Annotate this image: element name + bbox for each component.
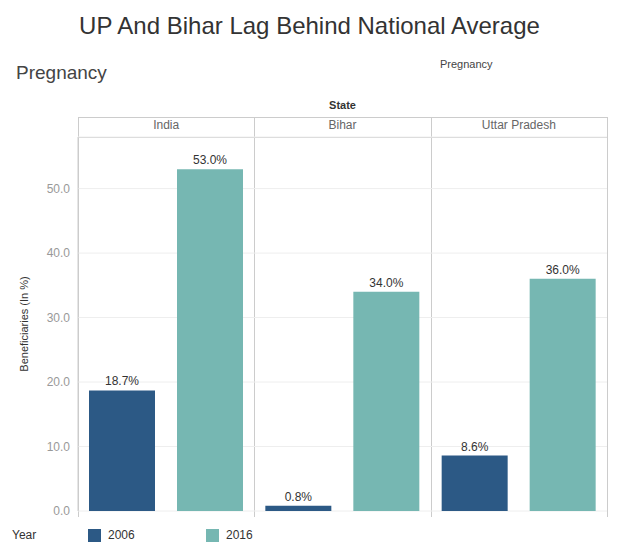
svg-text:18.7%: 18.7%	[105, 374, 139, 388]
svg-text:India: India	[153, 118, 179, 132]
html-text:2006: 2006	[108, 528, 135, 542]
html-text:State: State	[329, 99, 356, 111]
html-text:Beneficiaries (In %): Beneficiaries (In %)	[18, 276, 30, 372]
html-text:Pregnancy: Pregnancy	[16, 62, 107, 83]
svg-text:10.0: 10.0	[47, 440, 71, 454]
svg-text:Uttar Pradesh: Uttar Pradesh	[482, 118, 556, 132]
svg-text:53.0%: 53.0%	[193, 153, 227, 167]
svg-text:30.0: 30.0	[47, 311, 71, 325]
svg-text:50.0: 50.0	[47, 182, 71, 196]
svg-text:Bihar: Bihar	[328, 118, 356, 132]
html-text:UP And Bihar Lag Behind Nation: UP And Bihar Lag Behind National Average	[79, 12, 540, 39]
svg-text:8.6%: 8.6%	[461, 440, 489, 454]
svg-text:34.0%: 34.0%	[369, 276, 403, 290]
svg-text:0.8%: 0.8%	[285, 490, 313, 504]
svg-text:20.0: 20.0	[47, 375, 71, 389]
html-text:Pregnancy: Pregnancy	[440, 58, 493, 70]
html-text:2016: 2016	[226, 528, 253, 542]
svg-text:0.0: 0.0	[53, 504, 70, 518]
svg-text:40.0: 40.0	[47, 246, 71, 260]
html-text:Year: Year	[12, 528, 37, 542]
svg-text:36.0%: 36.0%	[546, 263, 580, 277]
